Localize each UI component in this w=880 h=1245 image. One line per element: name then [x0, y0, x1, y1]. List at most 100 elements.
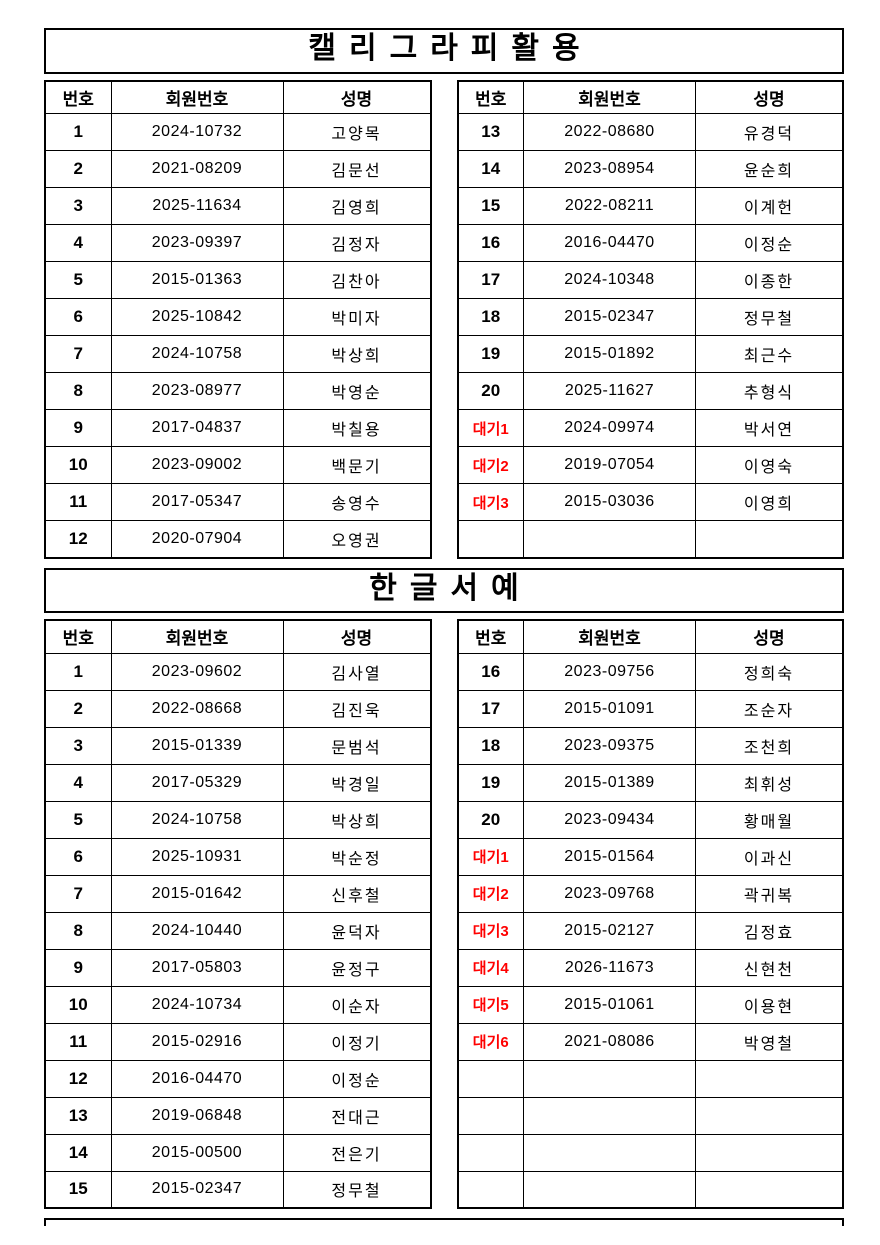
- row-number: 20: [457, 800, 524, 839]
- member-name: 추형식: [695, 372, 844, 410]
- row-number: 8: [44, 911, 112, 950]
- member-name: 유경덕: [695, 113, 844, 151]
- next-section-box-partial: [44, 1218, 844, 1226]
- column-header: 번호: [457, 619, 524, 654]
- row-number: 4: [44, 763, 112, 802]
- member-id: 2015-01892: [523, 335, 696, 373]
- member-id: 2015-01091: [523, 689, 696, 728]
- member-name: 박경일: [282, 763, 431, 802]
- table-row: 9 2017-05803 윤정구: [44, 948, 431, 987]
- column-header: 번호: [44, 619, 112, 654]
- table-row: 2 2022-08668 김진욱: [44, 689, 431, 728]
- member-name: 이종한: [695, 261, 844, 299]
- row-number: [457, 520, 524, 558]
- row-number: 17: [457, 261, 524, 299]
- table-row: 14 2015-00500 전은기: [44, 1133, 431, 1172]
- member-name: 이계헌: [695, 187, 844, 225]
- member-id: 2020-07904: [110, 520, 284, 558]
- table-row: 4 2017-05329 박경일: [44, 763, 431, 802]
- table-row: 11 2017-05347 송영수: [44, 483, 431, 521]
- member-name: 김진욱: [282, 689, 431, 728]
- member-id: 2015-02916: [110, 1022, 284, 1061]
- member-id: 2015-01642: [110, 874, 284, 913]
- member-name: 이정순: [695, 224, 844, 262]
- row-number: 대기2: [457, 446, 524, 484]
- table-row: 7 2015-01642 신후철: [44, 874, 431, 913]
- member-id: 2025-10842: [110, 298, 284, 336]
- member-name: 정무철: [695, 298, 844, 336]
- row-number: 12: [44, 1059, 112, 1098]
- member-name: 최근수: [695, 335, 844, 373]
- table-row: 17 2024-10348 이종한: [457, 261, 844, 299]
- member-name: 박칠용: [282, 409, 431, 447]
- row-number: [457, 1133, 524, 1172]
- table-row: 15 2022-08211 이계헌: [457, 187, 844, 225]
- table-row: 대기2 2023-09768 곽귀복: [457, 874, 844, 913]
- row-number: 3: [44, 726, 112, 765]
- table-row: 대기4 2026-11673 신현천: [457, 948, 844, 987]
- member-id: 2015-02347: [110, 1170, 284, 1209]
- member-name: 이용현: [695, 985, 844, 1024]
- header-row: 번호 회원번호 성명: [44, 619, 431, 654]
- member-id: 2024-09974: [523, 409, 696, 447]
- table-row: 대기2 2019-07054 이영숙: [457, 446, 844, 484]
- row-number: 11: [44, 483, 112, 521]
- table-row: 9 2017-04837 박칠용: [44, 409, 431, 447]
- member-name: 전대근: [282, 1096, 431, 1135]
- table-row: 12 2020-07904 오영권: [44, 520, 431, 558]
- row-number: 2: [44, 689, 112, 728]
- member-name: 박서연: [695, 409, 844, 447]
- member-name: 백문기: [282, 446, 431, 484]
- table-row: [457, 520, 844, 558]
- row-number: 5: [44, 261, 112, 299]
- member-id: 2024-10758: [110, 800, 284, 839]
- row-number: 1: [44, 652, 112, 691]
- member-name: 최휘성: [695, 763, 844, 802]
- row-number: 대기3: [457, 911, 524, 950]
- table-row: 17 2015-01091 조순자: [457, 689, 844, 728]
- row-number: [457, 1096, 524, 1135]
- roster-table-left: 번호 회원번호 성명 1 2024-10732 고양목 2 2021-08209 김문선 3 202…: [44, 79, 432, 559]
- member-name: 김정자: [282, 224, 431, 262]
- header-row: 번호 회원번호 성명: [457, 80, 844, 114]
- table-row: 3 2025-11634 김영희: [44, 187, 431, 225]
- column-header: 번호: [44, 80, 112, 114]
- row-number: 대기3: [457, 483, 524, 521]
- member-id: 2023-09768: [523, 874, 696, 913]
- member-name: 박미자: [282, 298, 431, 336]
- row-number: 7: [44, 874, 112, 913]
- roster-table-left: 번호 회원번호 성명 1 2023-09602 김사열 2 2022-08668 김진욱 3 201…: [44, 619, 432, 1209]
- member-id: 2016-04470: [523, 224, 696, 262]
- column-header: 성명: [282, 619, 431, 654]
- member-id: 2023-08977: [110, 372, 284, 410]
- member-name: 조순자: [695, 689, 844, 728]
- member-name: 김정효: [695, 911, 844, 950]
- member-id: 2025-10931: [110, 837, 284, 876]
- row-number: 18: [457, 726, 524, 765]
- row-number: [457, 1170, 524, 1209]
- member-name: 신현천: [695, 948, 844, 987]
- table-row: 7 2024-10758 박상희: [44, 335, 431, 373]
- member-name: 전은기: [282, 1133, 431, 1172]
- column-header: 회원번호: [110, 80, 284, 114]
- member-name: 고양목: [282, 113, 431, 151]
- member-id: 2023-09397: [110, 224, 284, 262]
- member-name: 윤순희: [695, 150, 844, 188]
- row-number: 10: [44, 985, 112, 1024]
- row-number: 14: [457, 150, 524, 188]
- member-name: 이영희: [695, 483, 844, 521]
- member-name: 김영희: [282, 187, 431, 225]
- member-id: 2022-08668: [110, 689, 284, 728]
- member-id: 2024-10758: [110, 335, 284, 373]
- column-header: 번호: [457, 80, 524, 114]
- table-row: 13 2022-08680 유경덕: [457, 113, 844, 151]
- member-name: 곽귀복: [695, 874, 844, 913]
- member-name: 조천희: [695, 726, 844, 765]
- member-name: [695, 1170, 844, 1209]
- row-number: 7: [44, 335, 112, 373]
- table-row: 10 2024-10734 이순자: [44, 985, 431, 1024]
- member-id: 2021-08209: [110, 150, 284, 188]
- member-id: 2017-05803: [110, 948, 284, 987]
- row-number: 12: [44, 520, 112, 558]
